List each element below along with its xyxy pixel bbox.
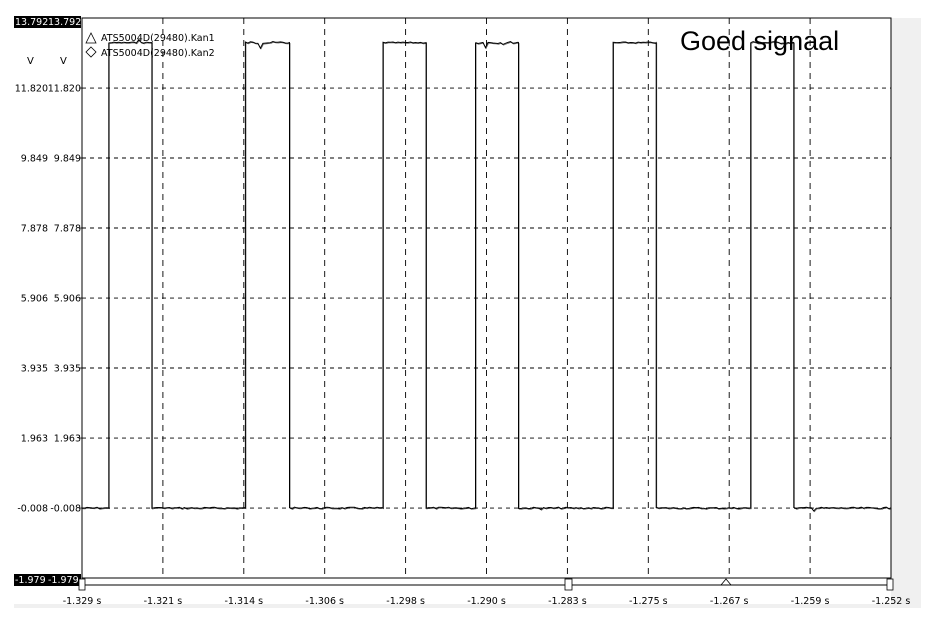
x-tick-label: -1.267 s xyxy=(710,596,749,607)
range-handle-right[interactable] xyxy=(886,578,894,591)
range-handle-middle[interactable] xyxy=(564,578,573,591)
y-max-label: 13.792 xyxy=(15,17,48,28)
y-unit-label: V xyxy=(60,56,67,67)
annotation-text: Goed signaal xyxy=(680,26,839,56)
x-tick-label: -1.321 s xyxy=(144,596,183,607)
y-min-label-box xyxy=(14,574,81,586)
legend-label-kan2: ATS5004D(29480).Kan2 xyxy=(101,48,215,59)
y-tick-label: -0.008 xyxy=(50,504,81,515)
y-tick-label: 9.849 xyxy=(54,154,81,165)
x-tick-label: -1.275 s xyxy=(629,596,668,607)
legend-entry-kan2: ATS5004D(29480).Kan2 xyxy=(85,46,215,59)
series-line-kan1 xyxy=(81,39,892,512)
y-tick-label: -0.008 xyxy=(17,504,48,515)
y-min-label-right: -1.979 xyxy=(48,575,79,586)
x-axis: -1.329 s -1.321 s -1.314 s -1.306 s -1.298 s… xyxy=(63,596,911,607)
y-tick-label: 1.963 xyxy=(21,434,48,445)
y-max-label-box xyxy=(14,16,81,28)
range-handle-left[interactable] xyxy=(78,578,86,591)
grid-lines xyxy=(82,18,891,578)
y-tick-label: 9.849 xyxy=(21,154,48,165)
legend: ATS5004D(29480).Kan1 ATS5004D(29480).Kan… xyxy=(85,32,215,59)
legend-entry-kan1: ATS5004D(29480).Kan1 xyxy=(85,32,215,44)
trigger-marker-icon[interactable] xyxy=(720,578,732,586)
y-axis: V V 13.792 13.792 -1.979 -1.979 11.820 11.820 9.… xyxy=(14,16,82,586)
y-unit-label: V xyxy=(27,56,34,67)
y-tick-label: 11.820 xyxy=(15,84,48,95)
x-tick-label: -1.290 s xyxy=(467,596,506,607)
x-tick-label: -1.329 s xyxy=(63,596,102,607)
time-range-bar[interactable] xyxy=(78,578,894,591)
x-tick-label: -1.298 s xyxy=(386,596,425,607)
x-tick-label: -1.259 s xyxy=(791,596,830,607)
y-tick-label: 3.935 xyxy=(21,364,48,375)
x-tick-label: -1.252 s xyxy=(872,596,911,607)
y-tick-label: 5.906 xyxy=(54,294,81,305)
signal-traces xyxy=(81,39,892,513)
triangle-marker-icon xyxy=(85,32,97,44)
diamond-marker-icon xyxy=(85,46,97,58)
y-max-label-right: 13.792 xyxy=(48,17,81,28)
y-tick-label: 1.963 xyxy=(54,434,81,445)
y-tick-label: 7.878 xyxy=(54,223,81,234)
x-tick-label: -1.283 s xyxy=(548,596,587,607)
y-tick-label: 3.935 xyxy=(54,364,81,375)
y-tick-label: 5.906 xyxy=(21,294,48,305)
legend-label-kan1: ATS5004D(29480).Kan1 xyxy=(101,33,215,44)
x-tick-label: -1.314 s xyxy=(225,596,264,607)
y-tick-label: 11.820 xyxy=(48,84,81,95)
x-tick-label: -1.306 s xyxy=(305,596,344,607)
y-tick-label: 7.878 xyxy=(21,223,48,234)
series-line-kan2 xyxy=(82,40,892,513)
y-min-label: -1.979 xyxy=(15,575,46,586)
